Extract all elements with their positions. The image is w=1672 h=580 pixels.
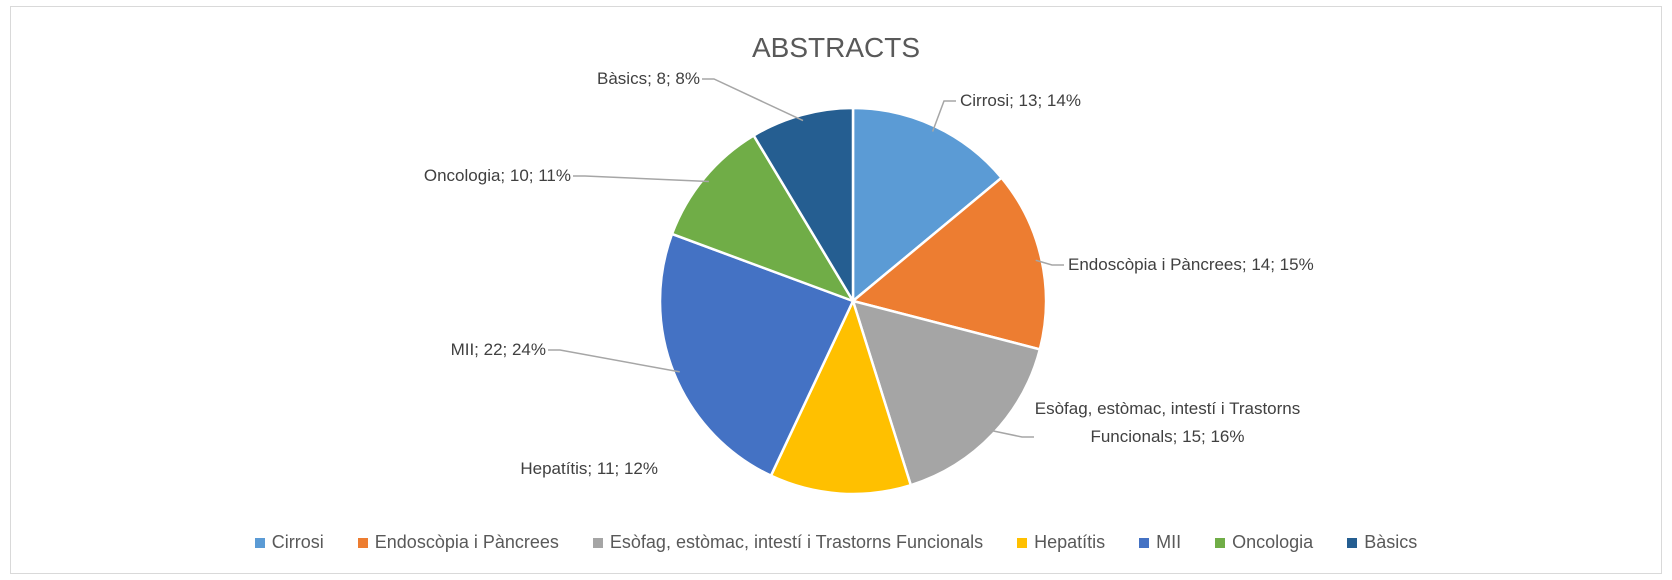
legend-item: MII xyxy=(1139,532,1181,553)
chart-frame xyxy=(10,6,1662,574)
leader-line xyxy=(548,349,680,373)
legend-swatch xyxy=(357,537,368,548)
legend-item: Bàsics xyxy=(1347,532,1417,553)
pie-slice xyxy=(658,232,855,478)
leader-line xyxy=(1035,259,1064,266)
legend-swatch xyxy=(1017,537,1028,548)
data-label: Bàsics; 8; 8% xyxy=(597,69,700,88)
pie-slice xyxy=(670,133,856,304)
legend-label: Endoscòpia i Pàncrees xyxy=(374,532,559,552)
leader-line xyxy=(702,78,804,122)
data-label: Esòfag, estòmac, intestí i Trastorns Fun… xyxy=(1034,399,1301,446)
legend-item: Cirrosi xyxy=(254,532,324,553)
legend-label: Bàsics xyxy=(1364,532,1418,552)
leader-line xyxy=(573,175,709,183)
pie-slice xyxy=(851,299,1042,487)
data-label: Hepatítis; 11; 12% xyxy=(520,459,658,478)
legend-swatch xyxy=(592,537,603,548)
pie-slice xyxy=(751,106,855,306)
legend-swatch xyxy=(254,537,265,548)
data-label: MII; 22; 24% xyxy=(450,340,546,359)
legend-swatch xyxy=(1139,537,1150,548)
legend-label: Cirrosi xyxy=(271,532,324,552)
legend-swatch xyxy=(1347,537,1358,548)
pie-slice xyxy=(850,176,1048,351)
legend-item: Esòfag, estòmac, intestí i Trastorns Fun… xyxy=(592,532,984,553)
leader-line xyxy=(931,100,956,132)
legend-label: Oncologia xyxy=(1232,532,1314,552)
data-label: Cirrosi; 13; 14% xyxy=(960,91,1081,110)
legend-label: Hepatítis xyxy=(1034,532,1106,552)
legend: Cirrosi Endoscòpia i Pàncrees Esòfag, estò… xyxy=(0,532,1672,553)
pie-slice xyxy=(769,297,913,496)
data-label: Oncologia; 10; 11% xyxy=(423,166,571,185)
legend-item: Oncologia xyxy=(1215,532,1313,553)
legend-swatch xyxy=(1215,537,1226,548)
leader-line xyxy=(988,429,1034,438)
legend-label: Esòfag, estòmac, intestí i Trastorns Fun… xyxy=(609,532,984,552)
legend-label: MII xyxy=(1156,532,1182,552)
legend-item: Hepatítis xyxy=(1017,532,1105,553)
legend-item: Endoscòpia i Pàncrees xyxy=(357,532,559,553)
data-label: Endoscòpia i Pàncrees; 14; 15% xyxy=(1068,255,1314,274)
chart-title: ABSTRACTS xyxy=(751,32,921,63)
